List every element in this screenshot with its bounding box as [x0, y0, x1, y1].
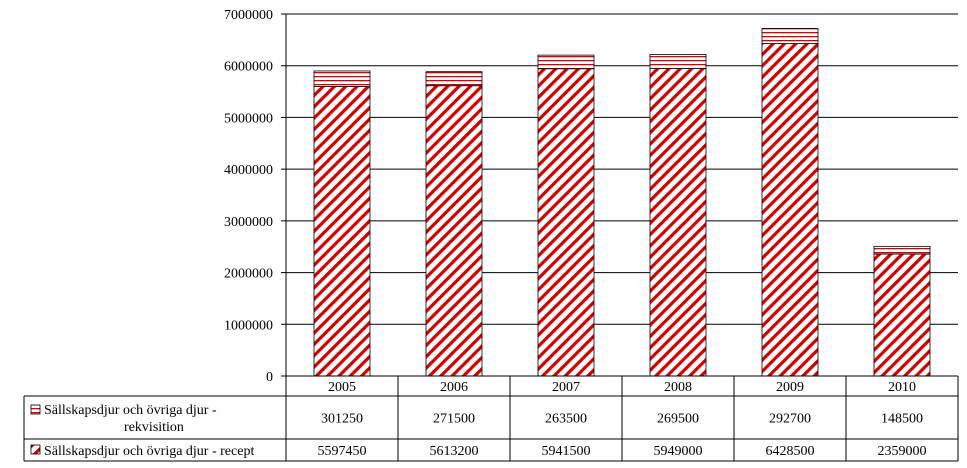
y-tick-label: 6000000	[224, 60, 273, 75]
data-cell: 5941500	[542, 444, 591, 459]
bar-segment	[537, 54, 595, 70]
y-axis-tick-labels: 0 1000000 2000000 3000000 4000000 5000000 6000…	[224, 8, 273, 385]
y-tick-label: 3000000	[224, 215, 273, 230]
legend-label: rekvisition	[124, 420, 184, 435]
data-cell: 5613200	[430, 444, 479, 459]
bar-segment	[761, 28, 819, 44]
legend-label: Sällskapsdjur och övriga djur -	[44, 403, 217, 418]
bars	[313, 28, 931, 377]
legend-key	[30, 404, 41, 415]
y-tick-label: 0	[266, 370, 273, 385]
x-tick-label: 2009	[776, 380, 804, 395]
bar-segment	[873, 245, 931, 255]
axes	[281, 13, 287, 377]
x-tick-label: 2008	[664, 380, 692, 395]
legend-key	[30, 444, 41, 455]
data-cell: 271500	[433, 412, 475, 427]
bar-segment	[425, 85, 483, 377]
y-tick-label: 2000000	[224, 267, 273, 282]
bar-segment	[313, 70, 371, 87]
data-cell: 6428500	[766, 444, 815, 459]
bar-segment	[649, 67, 707, 377]
data-cell: 292700	[769, 412, 811, 427]
bar-segment	[537, 68, 595, 377]
y-tick-label: 5000000	[224, 111, 273, 126]
data-table: 2005 2006 2007 2008 2009 2010 Sällskapsdjur oc…	[23, 375, 959, 462]
data-cell: 263500	[545, 412, 587, 427]
bar-segment	[761, 43, 819, 377]
x-tick-label: 2010	[888, 380, 916, 395]
data-cell: 5597450	[318, 444, 367, 459]
data-cell: 2359000	[878, 444, 927, 459]
gridlines	[286, 13, 958, 325]
data-cell: 301250	[321, 412, 363, 427]
x-tick-label: 2007	[552, 380, 580, 395]
data-cell: 269500	[657, 412, 699, 427]
bar-segment	[313, 86, 371, 377]
bar-segment	[425, 71, 483, 87]
bar-segment	[649, 54, 707, 69]
data-cell: 5949000	[654, 444, 703, 459]
y-tick-label: 4000000	[224, 163, 273, 178]
bar-segment	[873, 253, 931, 377]
x-tick-label: 2006	[440, 380, 468, 395]
y-tick-label: 7000000	[224, 8, 273, 23]
legend-label: Sällskapsdjur och övriga djur - recept	[44, 444, 254, 459]
data-cell: 148500	[881, 412, 923, 427]
x-tick-label: 2005	[328, 380, 356, 395]
y-tick-label: 1000000	[224, 318, 273, 333]
